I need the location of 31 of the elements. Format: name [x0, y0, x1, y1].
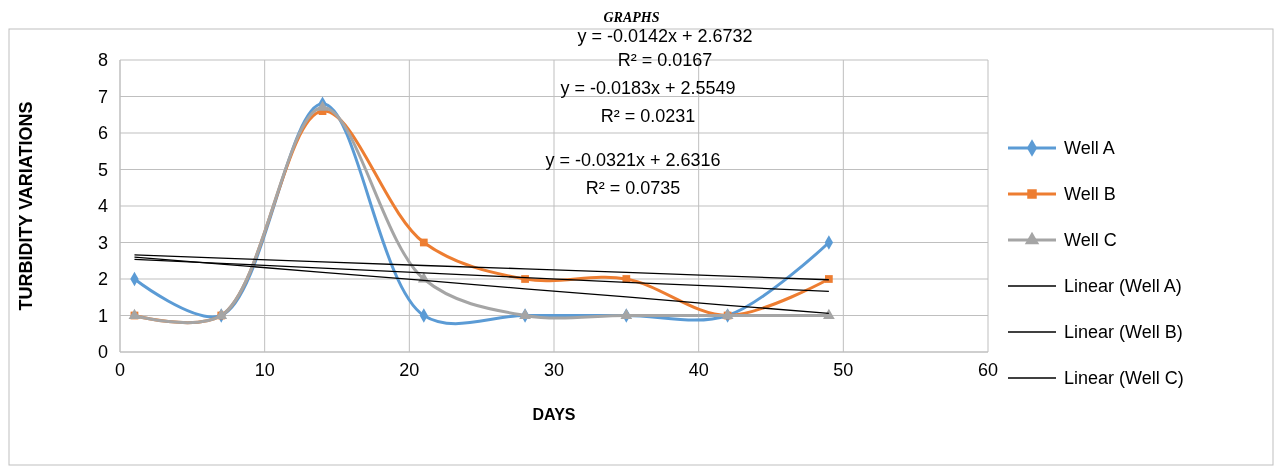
legend-label: Well B [1064, 184, 1116, 204]
x-tick-label: 40 [688, 360, 709, 380]
x-tick-label: 30 [543, 360, 565, 380]
y-tick-label: 0 [97, 342, 108, 362]
y-tick-label: 3 [97, 232, 108, 253]
x-tick-label: 60 [977, 360, 999, 380]
chart-title: GRAPHS [603, 10, 660, 25]
y-tick-label: 2 [97, 269, 108, 289]
legend-label: Linear (Well A) [1064, 276, 1182, 296]
y-tick-label: 5 [97, 159, 108, 180]
legend-label: Linear (Well B) [1064, 322, 1183, 342]
y-tick-label: 1 [97, 305, 108, 326]
x-axis-title: DAYS [532, 406, 576, 423]
annotation: R² = 0.0167 [617, 50, 713, 70]
x-tick-label: 20 [399, 360, 420, 380]
y-axis-title: TURBIDITY VARIATIONS [16, 101, 36, 311]
annotation: R² = 0.0735 [585, 178, 681, 198]
legend-label: Well C [1064, 230, 1117, 250]
x-tick-label: 0 [114, 360, 126, 380]
legend-label: Linear (Well C) [1064, 368, 1184, 388]
x-tick-label: 10 [254, 360, 275, 380]
annotation: y = -0.0183x + 2.5549 [560, 78, 736, 98]
text: y = -0.0142x + 2.6732 [577, 26, 753, 46]
x-tick-label: 50 [833, 360, 854, 380]
annotation: y = -0.0321x + 2.6316 [545, 150, 721, 170]
legend-label: Well A [1064, 138, 1115, 158]
y-tick-label: 8 [97, 50, 108, 70]
annotation: R² = 0.0231 [600, 106, 696, 126]
y-tick-label: 4 [97, 196, 108, 216]
y-tick-label: 7 [97, 86, 108, 107]
y-tick-label: 6 [97, 123, 108, 143]
